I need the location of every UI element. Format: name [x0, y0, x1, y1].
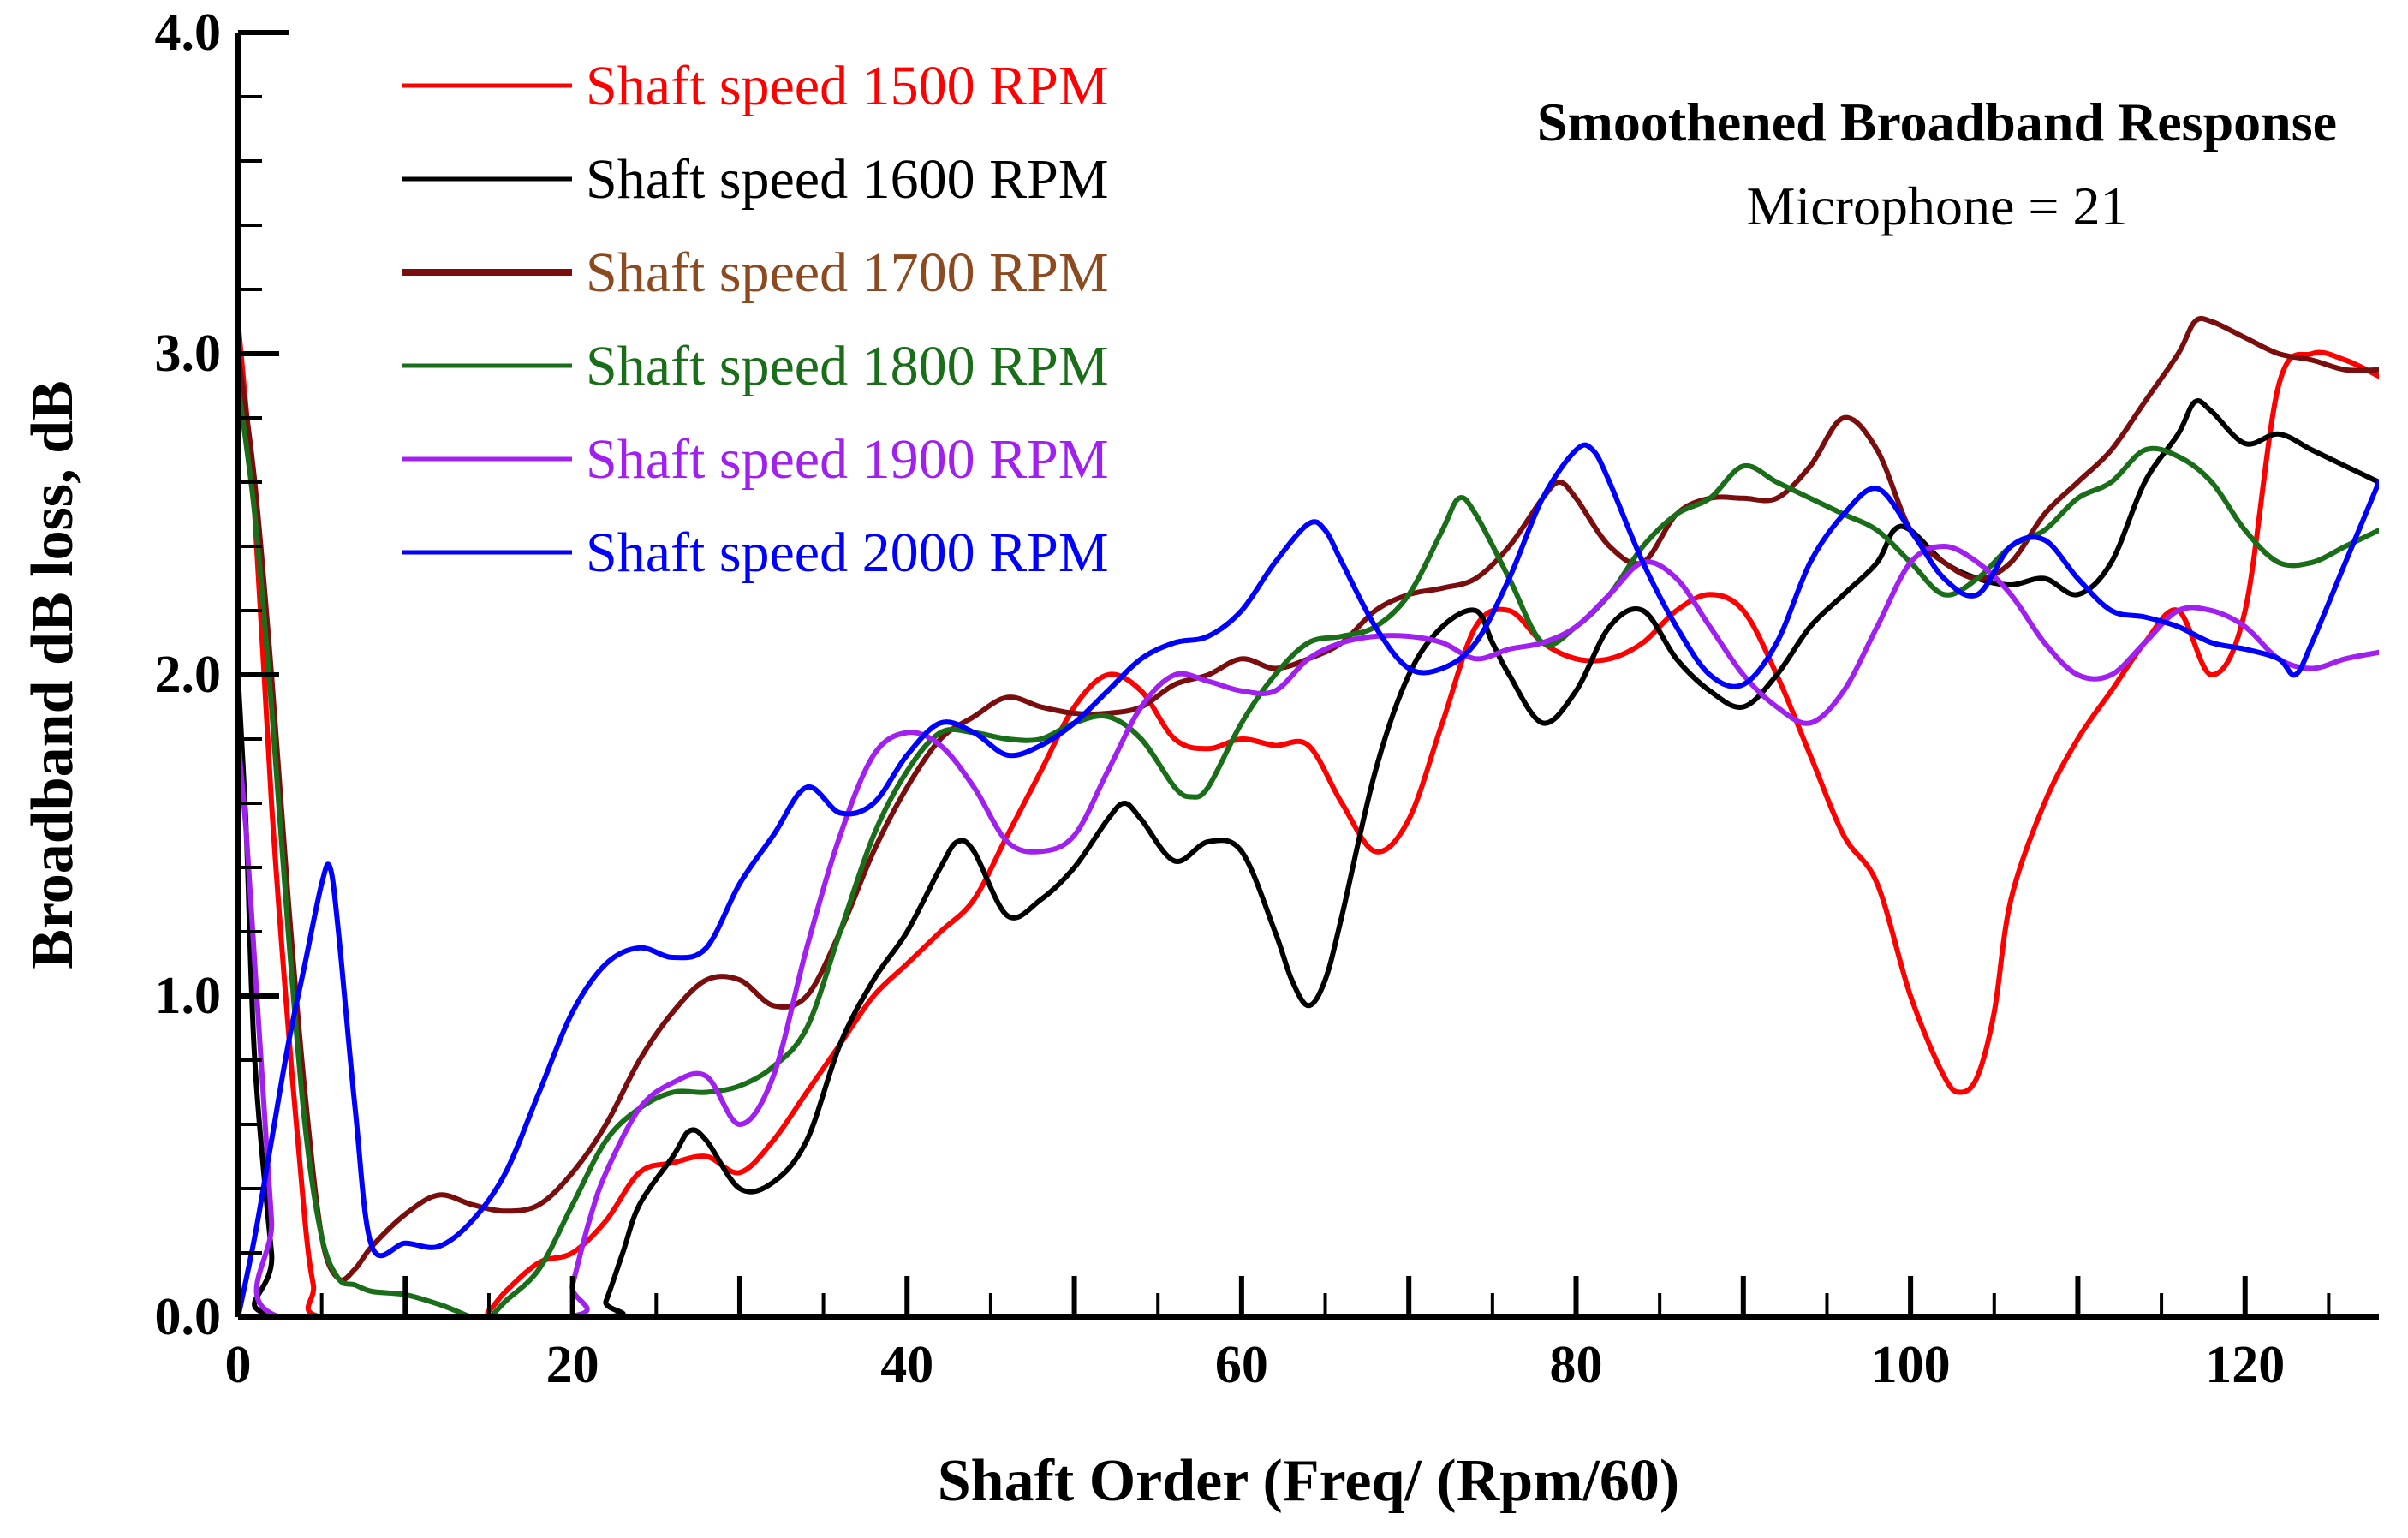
legend-label-6: Shaft speed 2000 RPM	[586, 522, 1109, 584]
y-tick-label: 1.0	[155, 967, 222, 1025]
series-line-3	[238, 315, 2379, 1283]
series-line-5	[238, 544, 2379, 1317]
legend-label-4: Shaft speed 1800 RPM	[586, 335, 1109, 397]
series-line-4	[238, 383, 2379, 1317]
legend: Shaft speed 1500 RPM Shaft speed 1600 RPM…	[402, 55, 1109, 584]
x-axis-title: Shaft Order (Freq/ (Rpm/60)	[938, 1448, 1680, 1514]
x-tick-label: 80	[1550, 1336, 1603, 1394]
series-line-6	[238, 442, 2379, 1317]
legend-label-3: Shaft speed 1700 RPM	[586, 241, 1109, 304]
x-tick-label: 100	[1871, 1336, 1951, 1394]
y-tick-label: 4.0	[155, 3, 222, 62]
x-tick-label: 120	[2205, 1336, 2285, 1394]
legend-label-1: Shaft speed 1500 RPM	[586, 55, 1109, 117]
legend-label-5: Shaft speed 1900 RPM	[586, 428, 1109, 491]
y-axis-title: Broadband dB loss, dB	[20, 380, 86, 969]
y-tick-label: 2.0	[155, 646, 222, 704]
series-line-1	[238, 319, 2379, 1317]
x-tick-label: 40	[880, 1336, 933, 1394]
x-tick-label: 20	[546, 1336, 599, 1394]
ticklabels-group: 0 20 40 60 80 100 120 0.0 1.0 2.0 3.0 4.0	[155, 3, 2286, 1394]
chart-title: Smoothened Broadband Response	[1537, 92, 2337, 152]
x-tick-label: 60	[1215, 1336, 1268, 1394]
series-group	[238, 315, 2379, 1317]
legend-label-2: Shaft speed 1600 RPM	[586, 148, 1109, 211]
y-tick-label: 3.0	[155, 325, 222, 383]
chart-subtitle: Microphone = 21	[1747, 176, 2128, 236]
y-tick-label: 0.0	[155, 1288, 222, 1346]
x-tick-label: 0	[225, 1336, 252, 1394]
ticks-group	[235, 30, 2331, 1320]
